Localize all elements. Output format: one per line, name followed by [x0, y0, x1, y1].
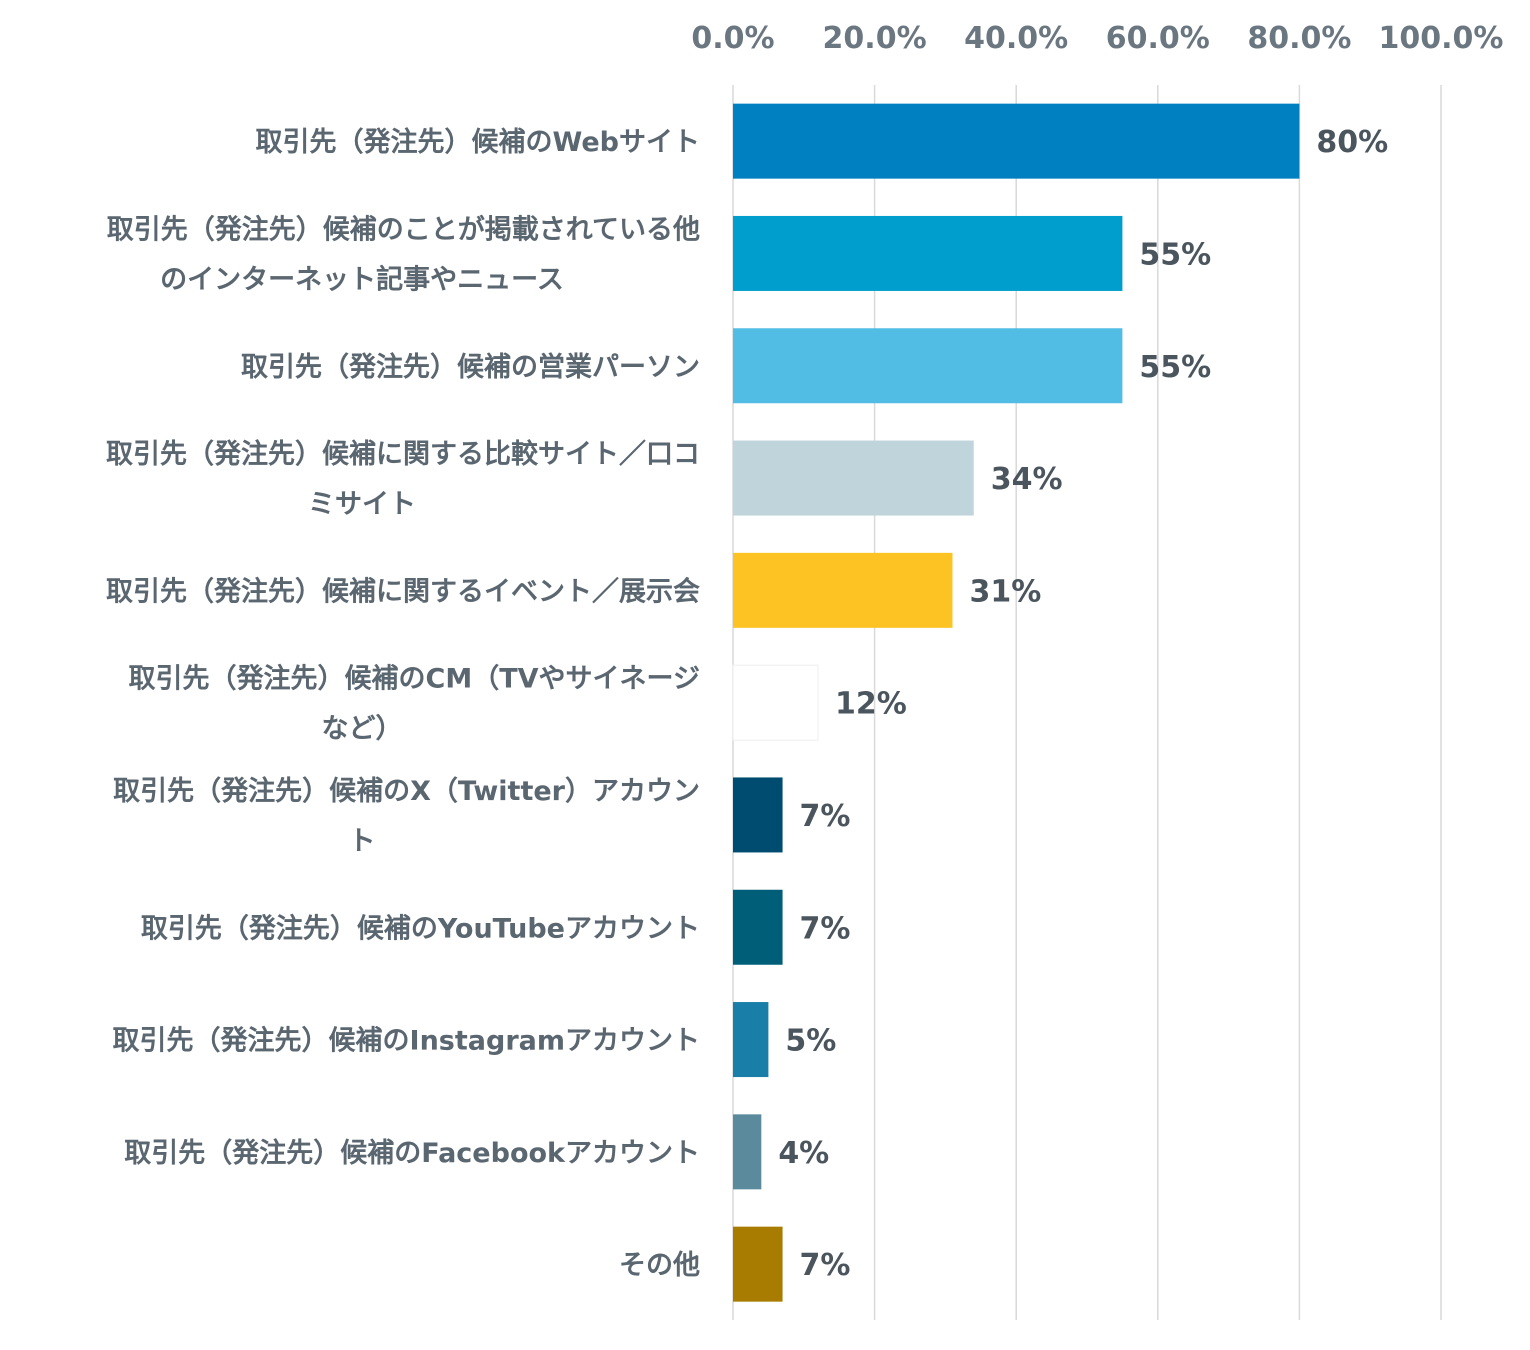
value-label: 5%	[785, 1024, 836, 1059]
x-tick-label: 0.0%	[691, 21, 774, 56]
value-label: 7%	[800, 1248, 851, 1283]
category-label: ト	[349, 826, 376, 857]
category-label: 取引先（発注先）候補のことが掲載されている他	[107, 213, 700, 245]
category-label: 取引先（発注先）候補のCM（TVやサイネージ	[129, 663, 700, 695]
category-label: 取引先（発注先）候補のX（Twitter）アカウン	[113, 775, 700, 807]
x-tick-label: 20.0%	[823, 21, 927, 56]
bar	[733, 1002, 769, 1078]
value-label: 80%	[1316, 125, 1388, 160]
category-label: 取引先（発注先）候補のWebサイト	[256, 126, 700, 158]
category-label: その他	[619, 1250, 700, 1281]
bar	[733, 103, 1300, 179]
value-label: 7%	[800, 911, 851, 946]
bars	[732, 103, 1300, 1302]
value-label: 31%	[969, 574, 1041, 609]
value-label: 7%	[800, 799, 851, 834]
x-tick-label: 100.0%	[1379, 21, 1504, 56]
bar	[733, 328, 1123, 404]
bar	[733, 552, 953, 628]
category-label: ミサイト	[308, 489, 416, 520]
bar	[733, 1114, 762, 1190]
category-label: 取引先（発注先）候補に関する比較サイト／口コ	[106, 438, 700, 470]
value-label: 55%	[1139, 237, 1211, 272]
category-label: 取引先（発注先）候補に関するイベント／展示会	[106, 575, 700, 607]
bar	[732, 664, 819, 741]
category-label: 取引先（発注先）候補のYouTubeアカウント	[141, 912, 700, 944]
value-label: 12%	[835, 687, 907, 722]
value-label: 55%	[1139, 350, 1211, 385]
value-label: 34%	[991, 462, 1063, 497]
category-label: など）	[322, 714, 403, 745]
category-label: 取引先（発注先）候補の営業パーソン	[241, 351, 700, 383]
value-labels: 80% 55% 55% 34% 31% 12% 7% 7% 5% 4% 7%	[778, 125, 1388, 1283]
x-axis-ticks: 0.0% 20.0% 40.0% 60.0% 80.0% 100.0%	[691, 21, 1503, 56]
category-label: 取引先（発注先）候補のInstagramアカウント	[113, 1025, 700, 1057]
bar	[733, 215, 1123, 291]
bar	[733, 440, 974, 516]
category-label: のインターネット記事やニュース	[160, 263, 564, 295]
bar	[733, 1226, 783, 1302]
category-labels: 取引先（発注先）候補のWebサイト取引先（発注先）候補のことが掲載されている他の…	[106, 126, 700, 1281]
value-label: 4%	[778, 1136, 829, 1171]
x-tick-label: 80.0%	[1247, 21, 1351, 56]
category-label: 取引先（発注先）候補のFacebookアカウント	[124, 1137, 700, 1169]
bar	[733, 777, 783, 853]
x-tick-label: 60.0%	[1106, 21, 1210, 56]
bar	[733, 889, 783, 965]
x-tick-label: 40.0%	[964, 21, 1068, 56]
